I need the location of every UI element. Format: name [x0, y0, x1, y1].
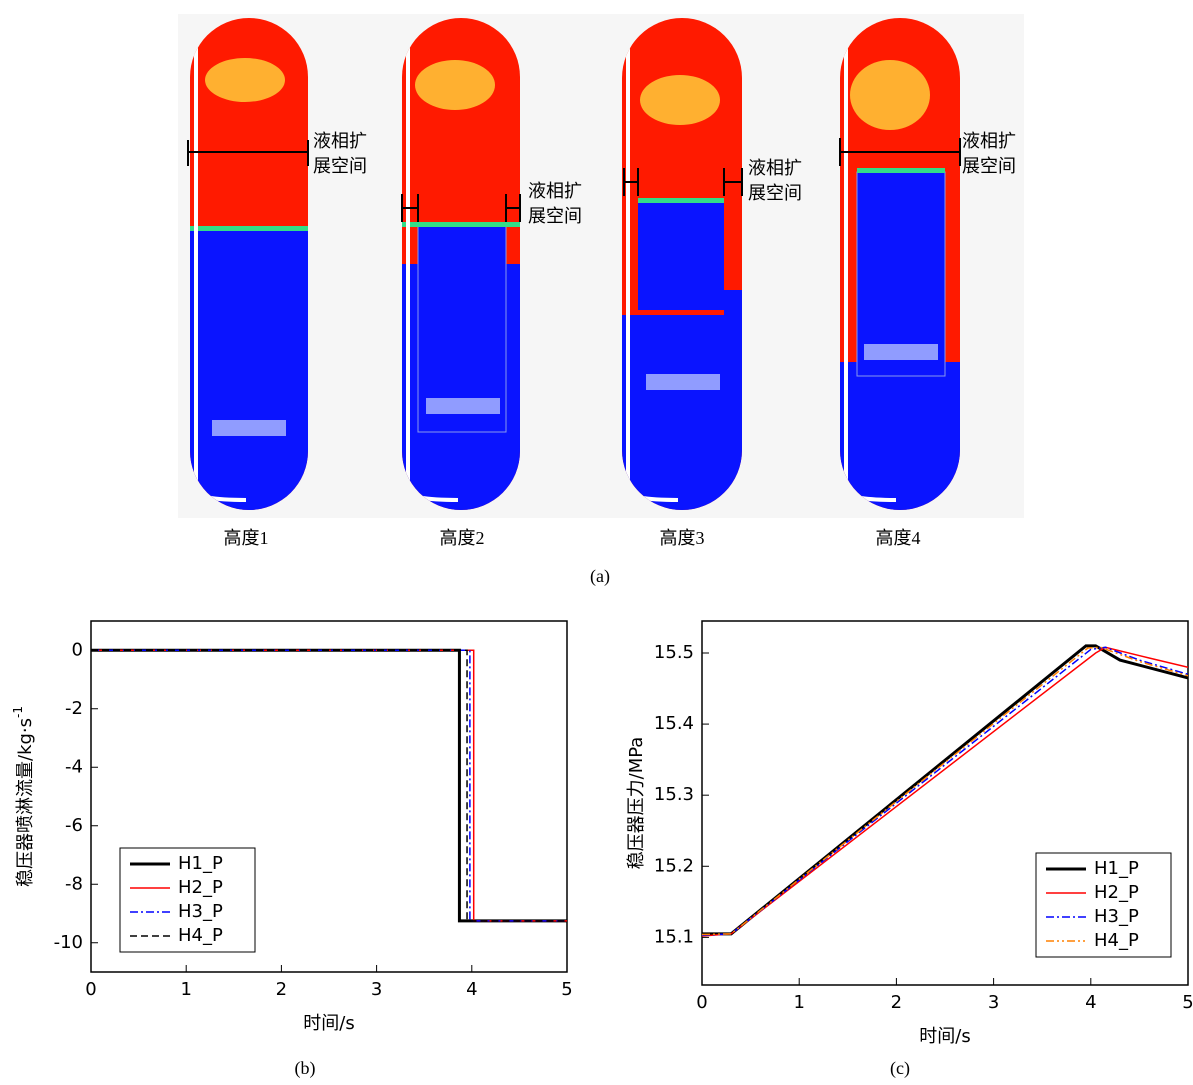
- annotation: 液相扩: [962, 131, 1016, 151]
- vessel: [840, 18, 960, 510]
- y-tick-label: -10: [54, 932, 83, 953]
- x-tick-label: 2: [276, 979, 287, 1000]
- x-tick-label: 1: [793, 992, 804, 1013]
- x-tick-label: 4: [466, 979, 477, 1000]
- annotation: 展空间: [962, 156, 1016, 176]
- x-tick-label: 3: [988, 992, 999, 1013]
- x-axis-label: 时间/s: [919, 1026, 970, 1047]
- vessel: [402, 18, 520, 510]
- panel-label: 高度1: [224, 528, 269, 548]
- legend-label: H4_P: [1094, 930, 1139, 951]
- y-tick-label: -4: [65, 756, 83, 777]
- y-tick-label: 15.2: [654, 855, 694, 876]
- y-tick-label: -8: [65, 873, 83, 894]
- series-line: [702, 646, 1188, 936]
- annotation: 液相扩: [528, 181, 582, 201]
- legend-label: H4_P: [178, 925, 223, 946]
- y-tick-label: -6: [65, 815, 83, 836]
- y-axis-label-sup: -1: [11, 706, 25, 718]
- vessel: [190, 18, 308, 510]
- legend-label: H1_P: [1094, 858, 1139, 879]
- plot-frame: [90, 620, 568, 973]
- annotation: 液相扩: [748, 158, 802, 178]
- annotation: 展空间: [528, 206, 582, 226]
- x-tick-label: 1: [180, 979, 191, 1000]
- y-axis-label-text: 稳压器压力/MPa: [626, 737, 647, 870]
- panel-label: 高度2: [440, 528, 485, 548]
- series-line: [91, 649, 567, 922]
- span-markers: [187, 138, 961, 222]
- x-tick-label: 2: [891, 992, 902, 1013]
- legend-label: H3_P: [178, 901, 223, 922]
- vessel-panels: [178, 14, 1024, 518]
- y-tick-label: 15.3: [654, 784, 694, 805]
- x-axis-label: 时间/s: [303, 1013, 354, 1034]
- x-tick-label: 3: [371, 979, 382, 1000]
- y-tick-label: 15.5: [654, 642, 694, 663]
- y-axis-label: 稳压器喷淋流量/kg·s-1: [11, 706, 37, 887]
- legend-label: H2_P: [178, 877, 223, 898]
- x-tick-label: 5: [1182, 992, 1193, 1013]
- y-tick-label: 15.1: [654, 926, 694, 947]
- caption: (c): [890, 1058, 910, 1079]
- x-tick-label: 4: [1085, 992, 1096, 1013]
- vessel: [622, 18, 742, 510]
- y-axis-label-text: 稳压器喷淋流量/kg·s: [15, 718, 36, 887]
- legend-label: H1_P: [178, 853, 223, 874]
- series-line: [91, 649, 567, 922]
- caption: (b): [295, 1058, 316, 1079]
- annotation: 液相扩: [313, 131, 367, 151]
- x-tick-label: 0: [696, 992, 707, 1013]
- legend-label: H3_P: [1094, 906, 1139, 927]
- panel-label: 高度4: [876, 528, 921, 548]
- y-tick-label: 15.4: [654, 713, 694, 734]
- y-tick-label: -2: [65, 698, 83, 719]
- y-tick-label: 0: [72, 639, 83, 660]
- panel-label: 高度3: [660, 528, 705, 548]
- annotation: 展空间: [748, 183, 802, 203]
- plot-frame: [701, 620, 1189, 986]
- legend-label: H2_P: [1094, 882, 1139, 903]
- caption: (a): [590, 566, 610, 587]
- series-line: [702, 646, 1188, 936]
- annotation: 展空间: [313, 156, 367, 176]
- x-tick-label: 0: [85, 979, 96, 1000]
- x-tick-label: 5: [561, 979, 572, 1000]
- y-axis-label: 稳压器压力/MPa: [626, 737, 647, 870]
